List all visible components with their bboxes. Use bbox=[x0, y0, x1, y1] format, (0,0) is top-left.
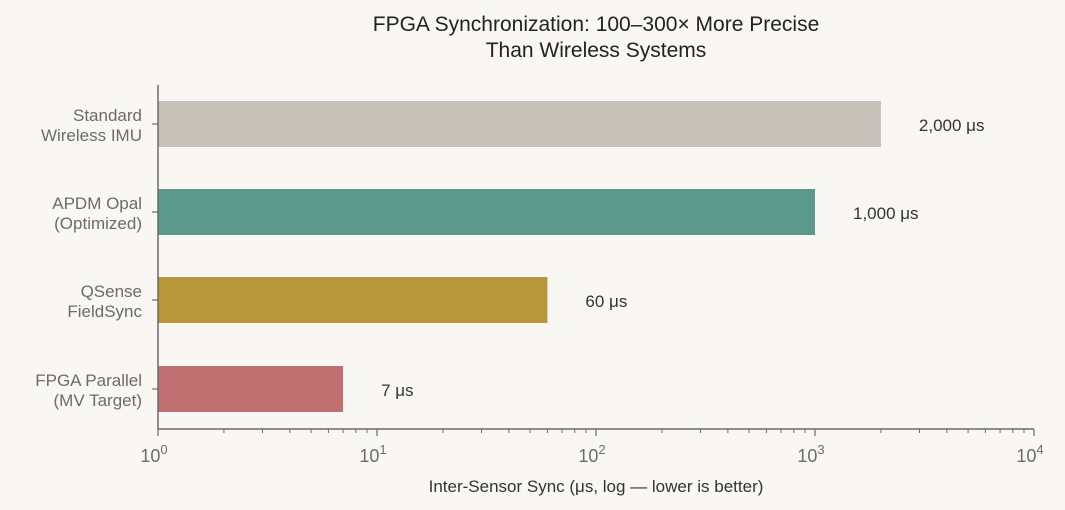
bar bbox=[158, 189, 815, 235]
x-tick-label: 101 bbox=[359, 442, 386, 466]
category-label: APDM Opal bbox=[52, 194, 142, 213]
category-label: QSense bbox=[81, 282, 142, 301]
chart-title: FPGA Synchronization: 100–300× More Prec… bbox=[373, 13, 820, 36]
x-axis-label: Inter-Sensor Sync (μs, log — lower is be… bbox=[429, 477, 764, 496]
value-label: 2,000 μs bbox=[919, 116, 985, 135]
bar bbox=[158, 366, 344, 412]
bar bbox=[158, 101, 881, 147]
x-tick-label: 100 bbox=[140, 442, 167, 466]
x-tick-label: 102 bbox=[578, 442, 605, 466]
x-tick-label: 103 bbox=[797, 442, 824, 466]
category-label: (MV Target) bbox=[54, 391, 143, 410]
category-label: FPGA Parallel bbox=[35, 371, 142, 390]
category-label: (Optimized) bbox=[54, 214, 142, 233]
chart-title: Than Wireless Systems bbox=[486, 39, 707, 62]
value-label: 1,000 μs bbox=[853, 204, 919, 223]
category-label: FieldSync bbox=[67, 302, 142, 321]
value-label: 60 μs bbox=[585, 292, 627, 311]
category-label: Wireless IMU bbox=[41, 126, 142, 145]
bar bbox=[158, 277, 548, 323]
x-tick-label: 104 bbox=[1016, 442, 1043, 466]
category-label: Standard bbox=[73, 106, 142, 125]
value-label: 7 μs bbox=[381, 381, 413, 400]
